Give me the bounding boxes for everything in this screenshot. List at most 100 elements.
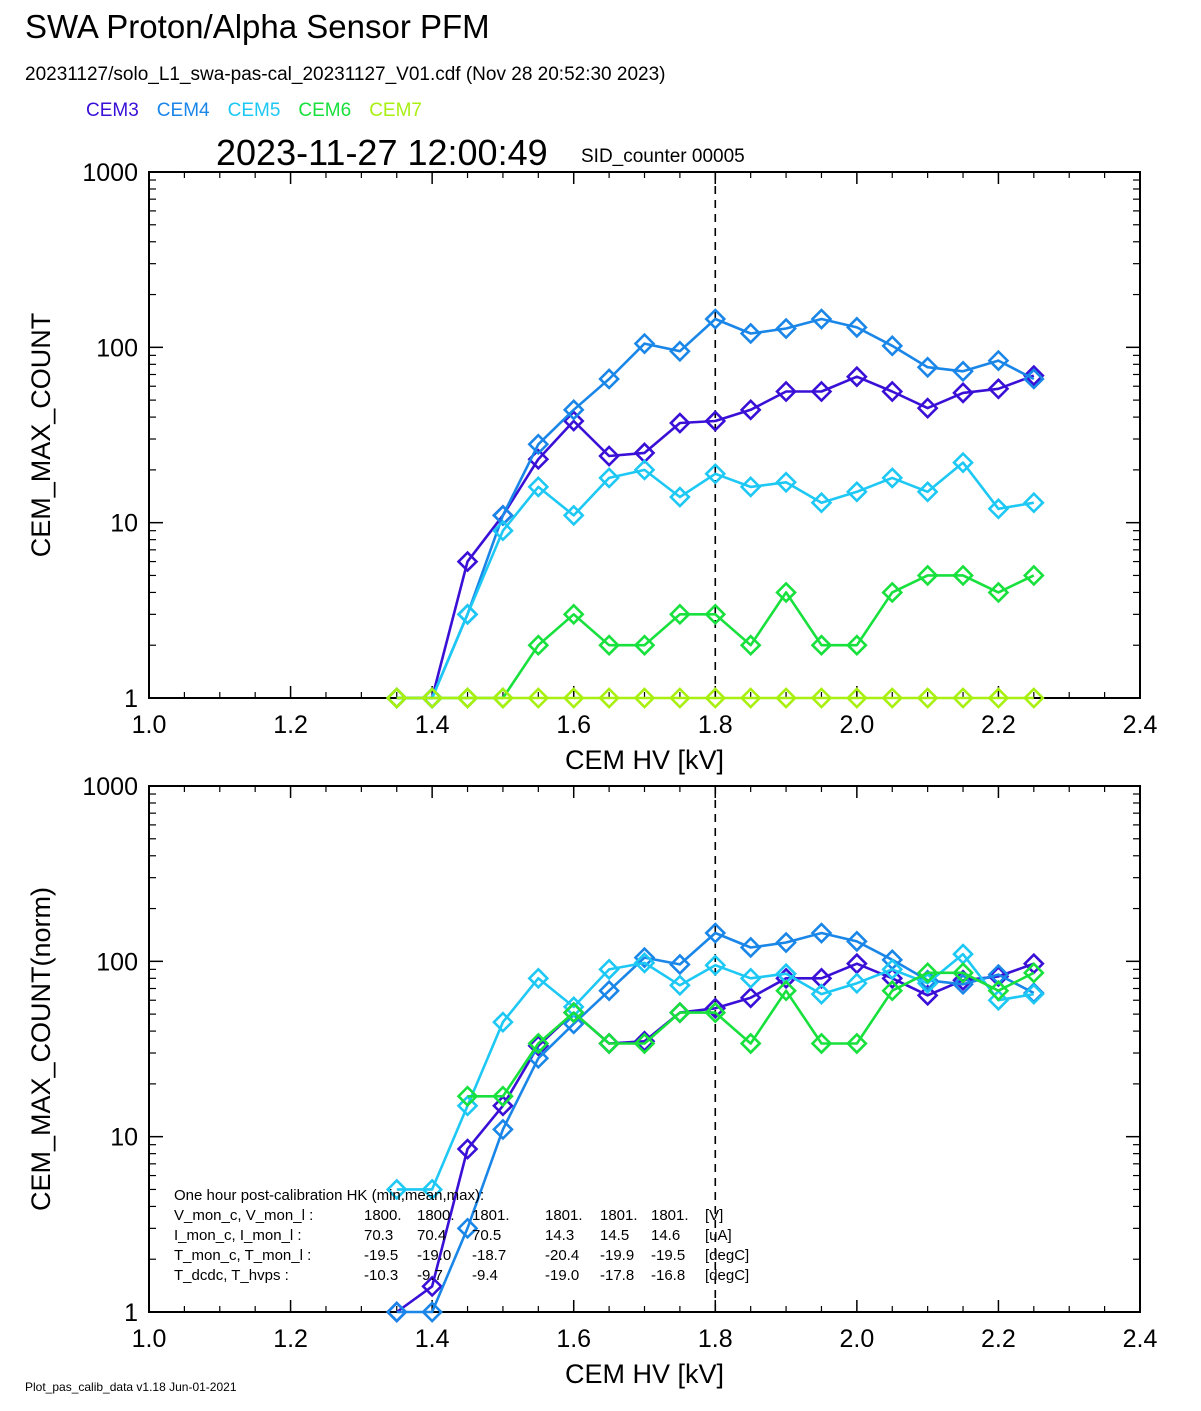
panel2-series-cem5-point — [987, 989, 1010, 1012]
panel1-series-cem6-point — [739, 634, 762, 657]
hk-cell: -19.5 — [651, 1247, 685, 1264]
panel1-series-cem4-point — [952, 360, 974, 383]
hk-cell: -19.0 — [545, 1267, 579, 1284]
hk-header: One hour post-calibration HK (min,mean,m… — [174, 1187, 484, 1204]
panel2-series-cem3-point — [810, 967, 833, 990]
hk-cell: -16.8 — [651, 1267, 685, 1284]
footer-version: Plot_pas_calib_data v1.18 Jun-01-2021 — [25, 1380, 237, 1394]
panel1-series-cem4-point — [633, 332, 656, 355]
panel1-series-cem3-point — [846, 365, 868, 388]
panel1-series-cem4-point — [739, 322, 762, 345]
panel2-series-cem4-point — [810, 922, 833, 944]
panel1-series-cem3-point — [562, 410, 585, 432]
panel1-series-cem7-point — [527, 687, 550, 709]
hk-cell: -19.5 — [364, 1247, 398, 1264]
panel2-series-cem4-point — [527, 1047, 550, 1070]
panel2-series-cem5-point — [669, 974, 691, 997]
legend-item-cem3: CEM3 — [86, 100, 139, 121]
panel1-series-cem5-point — [739, 476, 762, 498]
panel1-series-cem6-point — [562, 603, 585, 626]
panel1-series-cem6-point — [952, 564, 974, 587]
panel2-series-cem6-point — [598, 1032, 620, 1055]
panel1-series-cem5-point — [1022, 491, 1045, 514]
panel1-series-cem6-point — [527, 634, 550, 657]
panel1-series-cem4-point — [881, 334, 904, 357]
panel2-ylabel: CEM_MAX_COUNT(norm) — [26, 887, 56, 1211]
panel2-series-cem4-point — [492, 1118, 514, 1141]
hk-cell: -10.3 — [364, 1267, 398, 1284]
hk-cell: -9.4 — [472, 1267, 498, 1284]
panel1-series-cem4-point — [916, 356, 939, 379]
panel1-series-cem6-point — [916, 564, 939, 587]
legend-item-cem5: CEM5 — [227, 100, 281, 121]
panel1-series-cem7-point — [492, 687, 514, 709]
panel2-series-cem6-point — [1022, 961, 1045, 984]
panel2-series-cem6-point — [881, 979, 904, 1002]
panel2-series-cem3-point — [704, 997, 727, 1020]
hk-cell: I_mon_c, I_mon_l : — [174, 1227, 302, 1244]
panel1-series-cem5-point — [881, 467, 904, 489]
panel1-series-cem3-point — [987, 377, 1010, 400]
panel1-series-cem7-point — [456, 687, 479, 709]
panel2-series-cem4-point — [739, 936, 762, 959]
panel1-series-cem5-point — [527, 476, 550, 498]
panel2-series-cem6-point — [456, 1085, 479, 1108]
panel2-series-cem4-point — [385, 1301, 408, 1323]
panel1-series-cem7-point — [598, 687, 620, 709]
panel2-series-cem6-point — [916, 961, 939, 984]
panel1-series-cem7-point — [421, 687, 443, 709]
panel1-series-cem3-point — [810, 380, 833, 403]
panel2-series-cem5-point — [421, 1178, 443, 1201]
panel2-series-cem3-point — [421, 1275, 443, 1298]
panel1-series-cem3-point — [881, 380, 904, 403]
hk-cell: V_mon_c, V_mon_l : — [174, 1207, 313, 1224]
panel2-series-cem5-point — [598, 958, 620, 981]
panel1-series-cem3-point — [598, 445, 620, 467]
panel2-xlabel: CEM HV [kV] — [565, 1359, 724, 1389]
hk-cell: 70.5 — [472, 1227, 501, 1244]
panel1-ytick-label: 1000 — [82, 159, 138, 187]
panel1-series-cem5-point — [492, 519, 514, 542]
hk-cell: -20.4 — [545, 1247, 579, 1264]
hk-cell: -17.8 — [600, 1267, 634, 1284]
panel1-series-cem5-point — [916, 480, 939, 503]
panel1-xtick-label: 1.8 — [698, 711, 733, 739]
hk-cell: 14.6 — [651, 1227, 680, 1244]
panel2-series-cem5-point — [810, 983, 833, 1005]
panel2-series-cem5-point — [1022, 983, 1045, 1005]
panel1-frame — [148, 171, 1141, 699]
panel2-ytick-label: 10 — [110, 1124, 138, 1152]
panel1-series-cem3-point — [456, 550, 479, 573]
panel1-series-cem5-point — [810, 491, 833, 514]
panel1-series-cem3-point — [669, 412, 691, 434]
panel1-series-cem7-point — [810, 687, 833, 709]
panel2-series-cem3-point — [456, 1138, 479, 1160]
hk-cell: 14.5 — [600, 1227, 629, 1244]
panel2-series-cem4-point — [669, 953, 691, 976]
panel1-series-cem5-point — [598, 467, 620, 489]
hk-cell: -19.0 — [417, 1247, 451, 1264]
panel2-series-cem4-point — [846, 930, 868, 953]
panel1-series-cem4-point — [810, 308, 833, 330]
panel1-series-cem6-point — [810, 634, 833, 657]
panel1-series-cem7-point — [633, 687, 656, 709]
panel2-ytick-label: 1000 — [82, 773, 138, 801]
panel1-series-cem5-point — [987, 497, 1010, 520]
legend-item-cem6: CEM6 — [298, 100, 352, 121]
legend-item-cem7: CEM7 — [369, 100, 422, 121]
panel1-series-cem5-point — [669, 486, 691, 508]
panel2-series-cem3-point — [1022, 952, 1045, 975]
panel1-series-cem4-point — [527, 433, 550, 456]
panel2-xtick-label: 1.0 — [132, 1325, 167, 1353]
panel1-series-cem5-point — [952, 451, 974, 474]
panel1-series-cem4-point — [669, 340, 691, 363]
hk-cell: 70.3 — [364, 1227, 393, 1244]
panel2-series-cem4-point — [456, 1217, 479, 1240]
hk-cell: 1801. — [600, 1207, 638, 1224]
panel2-series-cem6-point — [704, 1001, 727, 1024]
hk-cell: 14.3 — [545, 1227, 574, 1244]
panel1-xtick-label: 1.6 — [556, 711, 591, 739]
panel1-series-cem6-point — [881, 581, 904, 604]
legend-item-cem4: CEM4 — [156, 100, 210, 121]
panel1-series-cem4-point — [562, 399, 585, 421]
